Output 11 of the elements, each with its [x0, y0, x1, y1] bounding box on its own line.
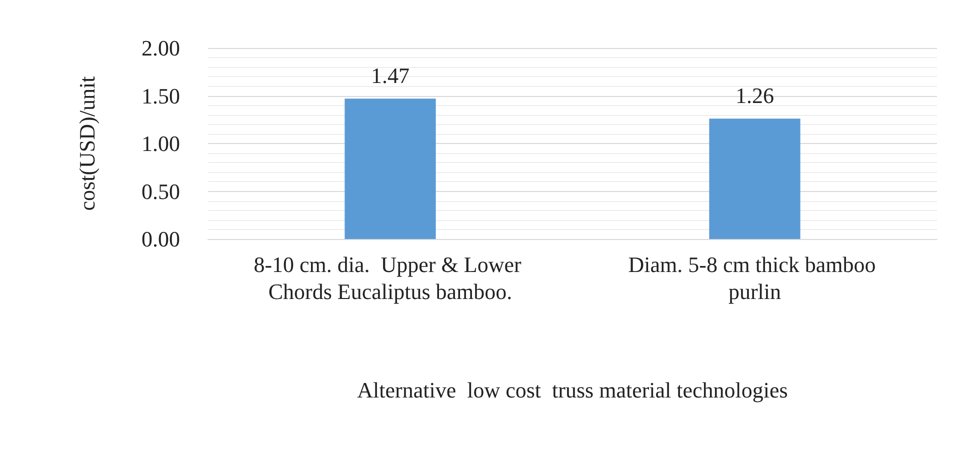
y-tick-label: 1.50 — [142, 83, 180, 108]
y-axis-title: cost(USD)/unit — [74, 76, 100, 211]
y-tick-label: 1.00 — [142, 131, 180, 156]
y-tick-label: 0.00 — [142, 226, 180, 252]
x-tick-label: 8-10 cm. dia. Upper & Lower Chords Eucaliptus bamboo. — [254, 252, 527, 304]
y-tick-label: 0.50 — [142, 178, 180, 204]
x-tick-label: Diam. 5-8 cm thick bamboo purlin — [628, 252, 882, 304]
data-label: 1.26 — [736, 83, 774, 108]
y-tick-label: 2.00 — [142, 36, 180, 60]
x-axis-title: Alternative low cost truss material technologies — [357, 378, 788, 402]
data-label: 1.47 — [371, 63, 410, 88]
